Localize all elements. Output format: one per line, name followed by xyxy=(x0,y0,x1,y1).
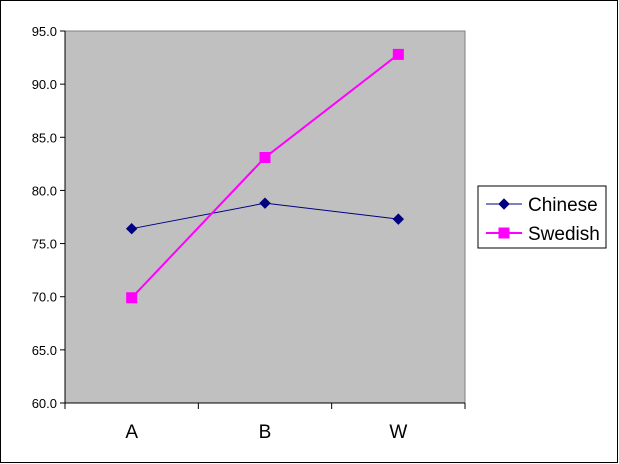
x-tick-label: A xyxy=(125,422,138,443)
y-tick-label: 75.0 xyxy=(32,237,57,252)
data-point-chinese xyxy=(259,197,271,209)
data-point-swedish xyxy=(126,292,138,304)
series-layer xyxy=(125,48,405,304)
y-tick-label: 85.0 xyxy=(32,130,57,145)
legend-label-chinese: Chinese xyxy=(528,195,598,216)
y-tick-label: 95.0 xyxy=(32,24,57,39)
y-tick-label: 70.0 xyxy=(32,290,57,305)
y-tick-label: 60.0 xyxy=(32,396,57,411)
legend-label-swedish: Swedish xyxy=(528,224,600,245)
legend-marker-swedish xyxy=(498,227,510,239)
data-point-swedish xyxy=(259,151,271,163)
legend-item-swedish: Swedish xyxy=(486,224,600,245)
data-point-chinese xyxy=(392,213,405,225)
y-tick-label: 90.0 xyxy=(32,77,57,92)
y-tick-label: 65.0 xyxy=(32,343,57,358)
legend-marker-chinese xyxy=(498,198,510,210)
x-tick-label: W xyxy=(389,422,407,443)
data-point-swedish xyxy=(392,48,404,60)
legend-item-chinese: Chinese xyxy=(486,195,598,216)
y-tick-label: 80.0 xyxy=(32,183,57,198)
x-tick-label: B xyxy=(259,422,272,443)
data-point-chinese xyxy=(125,222,138,235)
series-swedish xyxy=(126,48,404,304)
series-chinese xyxy=(125,197,405,235)
plot-area xyxy=(64,30,466,404)
y-axis: 60.0 65.0 70.0 75.0 80.0 85.0 90.0 95.0 xyxy=(32,24,66,411)
legend: Chinese Swedish xyxy=(477,185,607,249)
